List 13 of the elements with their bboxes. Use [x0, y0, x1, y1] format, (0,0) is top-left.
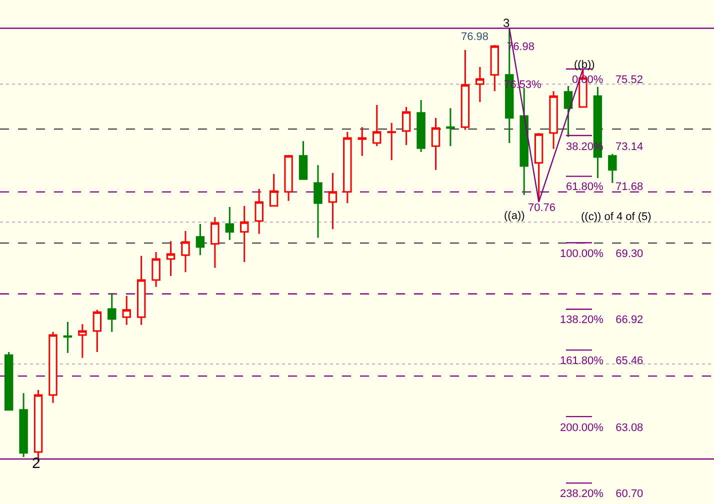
annotation: 2	[32, 455, 40, 472]
ref-line-label: 161.80% 65.46	[560, 355, 644, 367]
ref-line-label: 100.00% 69.30	[560, 248, 644, 260]
annotation: 76.98	[461, 31, 489, 43]
ref-line-label: 138.20% 66.92	[560, 314, 644, 326]
ref-line-label: 61.80% 71.68	[566, 181, 644, 193]
ref-line-label: 238.20% 60.70	[560, 488, 644, 500]
annotation: 70.76	[528, 202, 556, 214]
annotation: ((b))	[574, 59, 595, 71]
annotation: ((a))	[504, 210, 525, 222]
ref-line-label: 200.00% 63.08	[560, 422, 644, 434]
annotation: 3	[503, 16, 510, 30]
annotation: ((c)) of 4 of (5)	[581, 211, 652, 223]
